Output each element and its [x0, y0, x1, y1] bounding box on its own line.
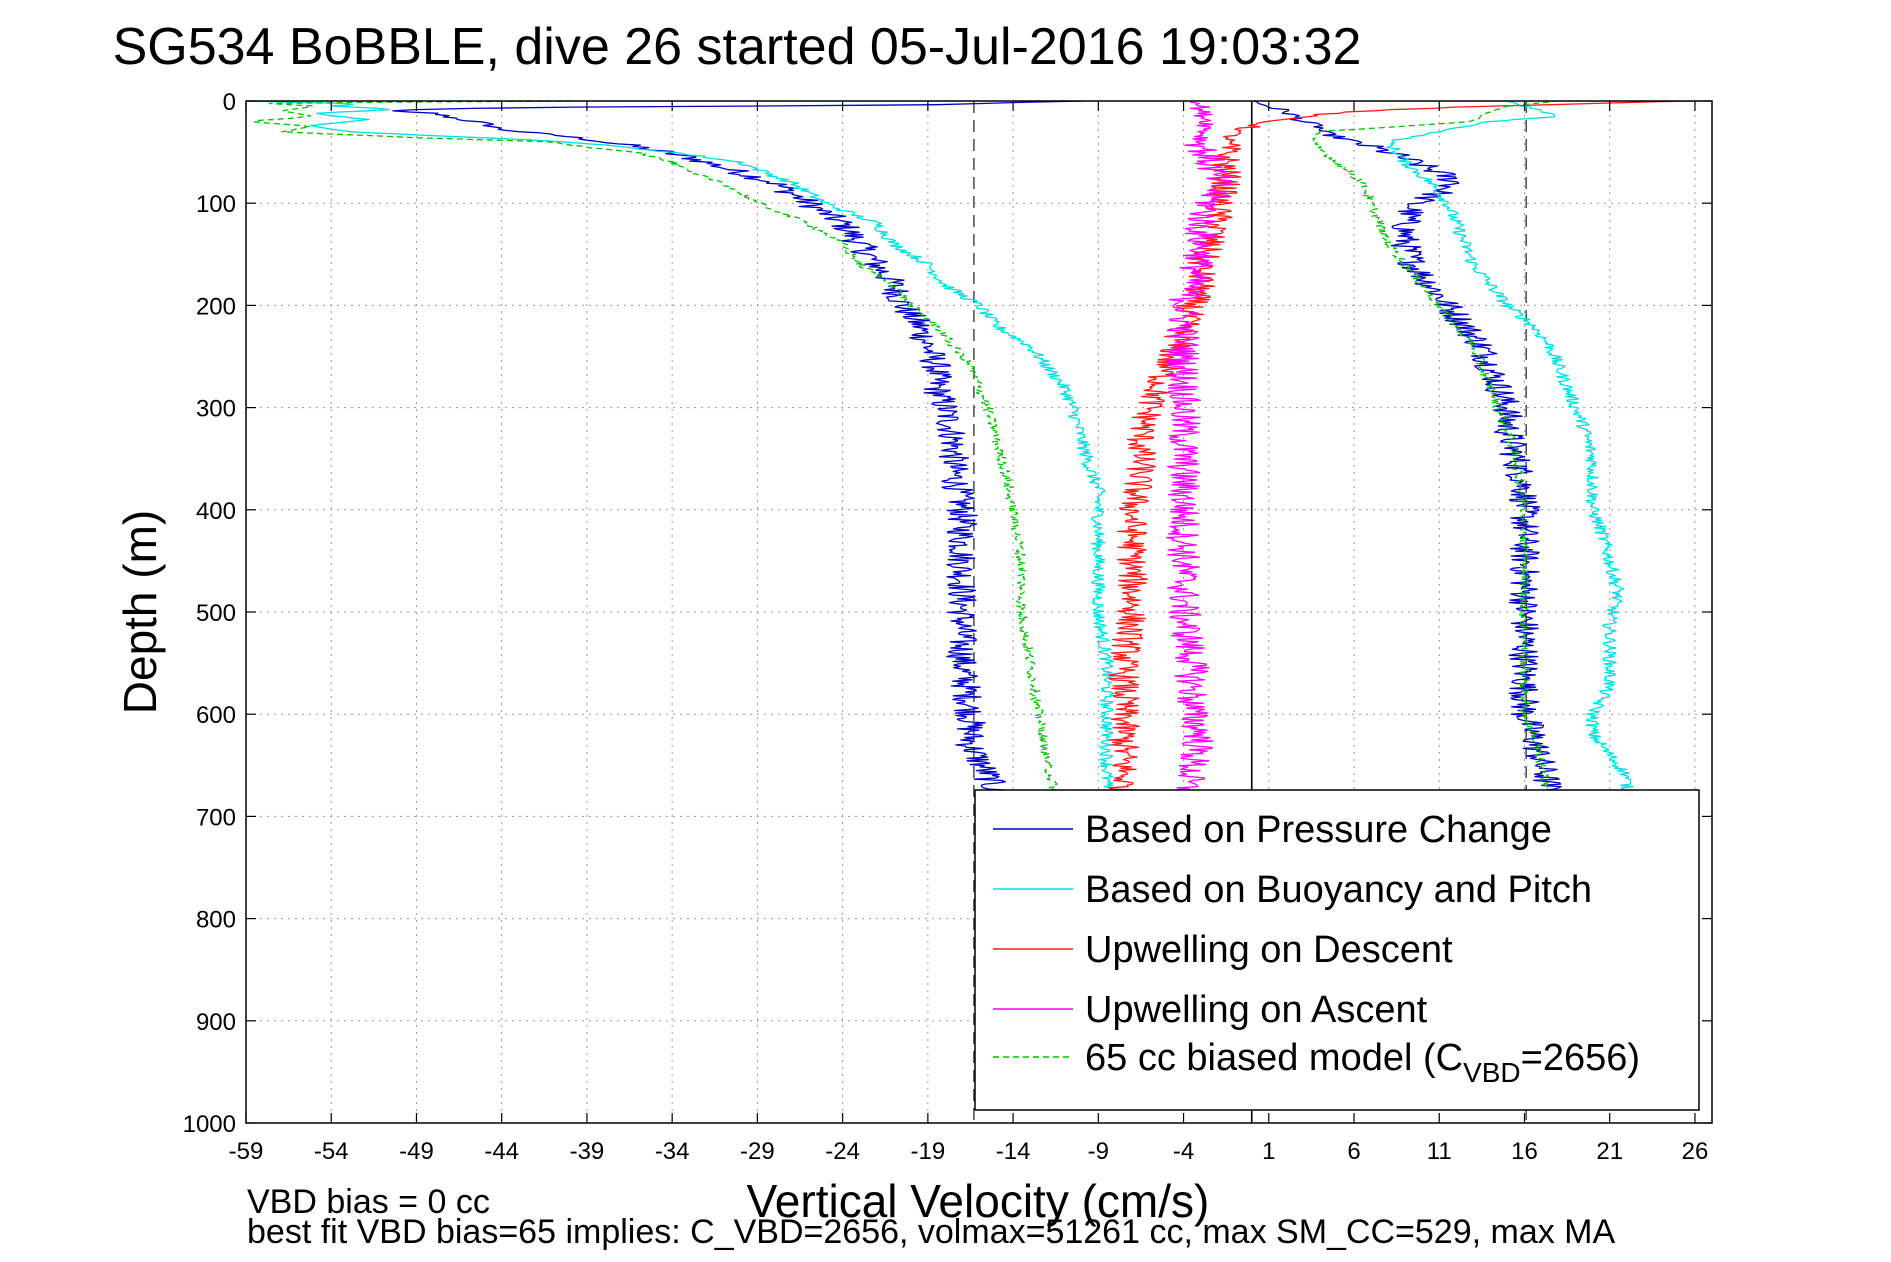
series-line [392, 101, 1085, 796]
x-tick-label: -14 [996, 1138, 1031, 1165]
y-tick-label: 0 [223, 89, 236, 116]
y-tick-label: 800 [196, 907, 236, 934]
y-axis-label: Depth (m) [114, 510, 166, 714]
legend-label: Upwelling on Descent [1085, 929, 1453, 971]
y-tick-label: 500 [196, 600, 236, 627]
legend-box [974, 789, 1700, 1111]
series-line [1253, 101, 1562, 791]
x-tick-label: -44 [484, 1138, 519, 1165]
series-line [1312, 101, 1556, 796]
series-line [1108, 101, 1690, 796]
x-tick-label: -24 [825, 1138, 860, 1165]
y-axis-ticks: 0 100 200 300 400 500 600 700 800 900 1000 [183, 89, 1712, 1138]
x-tick-label: -59 [229, 1138, 264, 1165]
series-line [1386, 101, 1635, 796]
x-tick-label: -49 [399, 1138, 434, 1165]
y-tick-label: 600 [196, 702, 236, 729]
y-tick-label: 400 [196, 498, 236, 525]
y-tick-label: 300 [196, 396, 236, 423]
x-tick-label: -4 [1173, 1138, 1194, 1165]
legend-label: 65 cc biased model (CVBD=2656) [1085, 1037, 1640, 1088]
x-tick-label: -29 [740, 1138, 775, 1165]
legend-label-suffix: =2656) [1521, 1037, 1640, 1079]
x-tick-label: 16 [1511, 1138, 1538, 1165]
x-axis-label: Vertical Velocity (cm/s) [747, 1175, 1210, 1227]
series-line [246, 101, 1115, 796]
legend-label: Upwelling on Ascent [1085, 989, 1428, 1031]
data-series [246, 101, 1690, 796]
y-tick-label: 1000 [183, 1111, 236, 1138]
legend-label-subscript: VBD [1463, 1057, 1521, 1088]
x-tick-label: -54 [314, 1138, 349, 1165]
chart-title: SG534 BoBBLE, dive 26 started 05-Jul-201… [113, 18, 1362, 76]
series-line [253, 101, 1059, 796]
series-line [1165, 101, 1233, 796]
legend-label: Based on Pressure Change [1085, 809, 1552, 851]
legend-label-prefix: 65 cc biased model (C [1085, 1037, 1463, 1079]
y-tick-label: 700 [196, 804, 236, 831]
x-tick-label: -39 [570, 1138, 605, 1165]
legend-label: Based on Buoyancy and Pitch [1085, 869, 1592, 911]
footer-line-1: VBD bias = 0 cc [247, 1183, 490, 1221]
x-tick-label: 6 [1347, 1138, 1360, 1165]
x-tick-label: 1 [1262, 1138, 1275, 1165]
y-tick-label: 200 [196, 293, 236, 320]
x-tick-label: -19 [911, 1138, 946, 1165]
x-tick-label: 26 [1682, 1138, 1709, 1165]
footer-line-2: best fit VBD bias=65 implies: C_VBD=2656… [247, 1213, 1616, 1251]
x-tick-label: 21 [1596, 1138, 1623, 1165]
y-tick-label: 100 [196, 191, 236, 218]
x-tick-label: 11 [1427, 1138, 1452, 1165]
y-tick-label: 900 [196, 1009, 236, 1036]
x-tick-label: -9 [1088, 1138, 1109, 1165]
x-axis-ticks: -59 -54 -49 -44 -39 -34 -29 -24 -19 -14 -9 -4 1 6 11 16… [229, 101, 1709, 1165]
x-tick-label: -34 [655, 1138, 690, 1165]
chart-legend: Based on Pressure Change Based on Buoyanc… [974, 789, 1700, 1111]
